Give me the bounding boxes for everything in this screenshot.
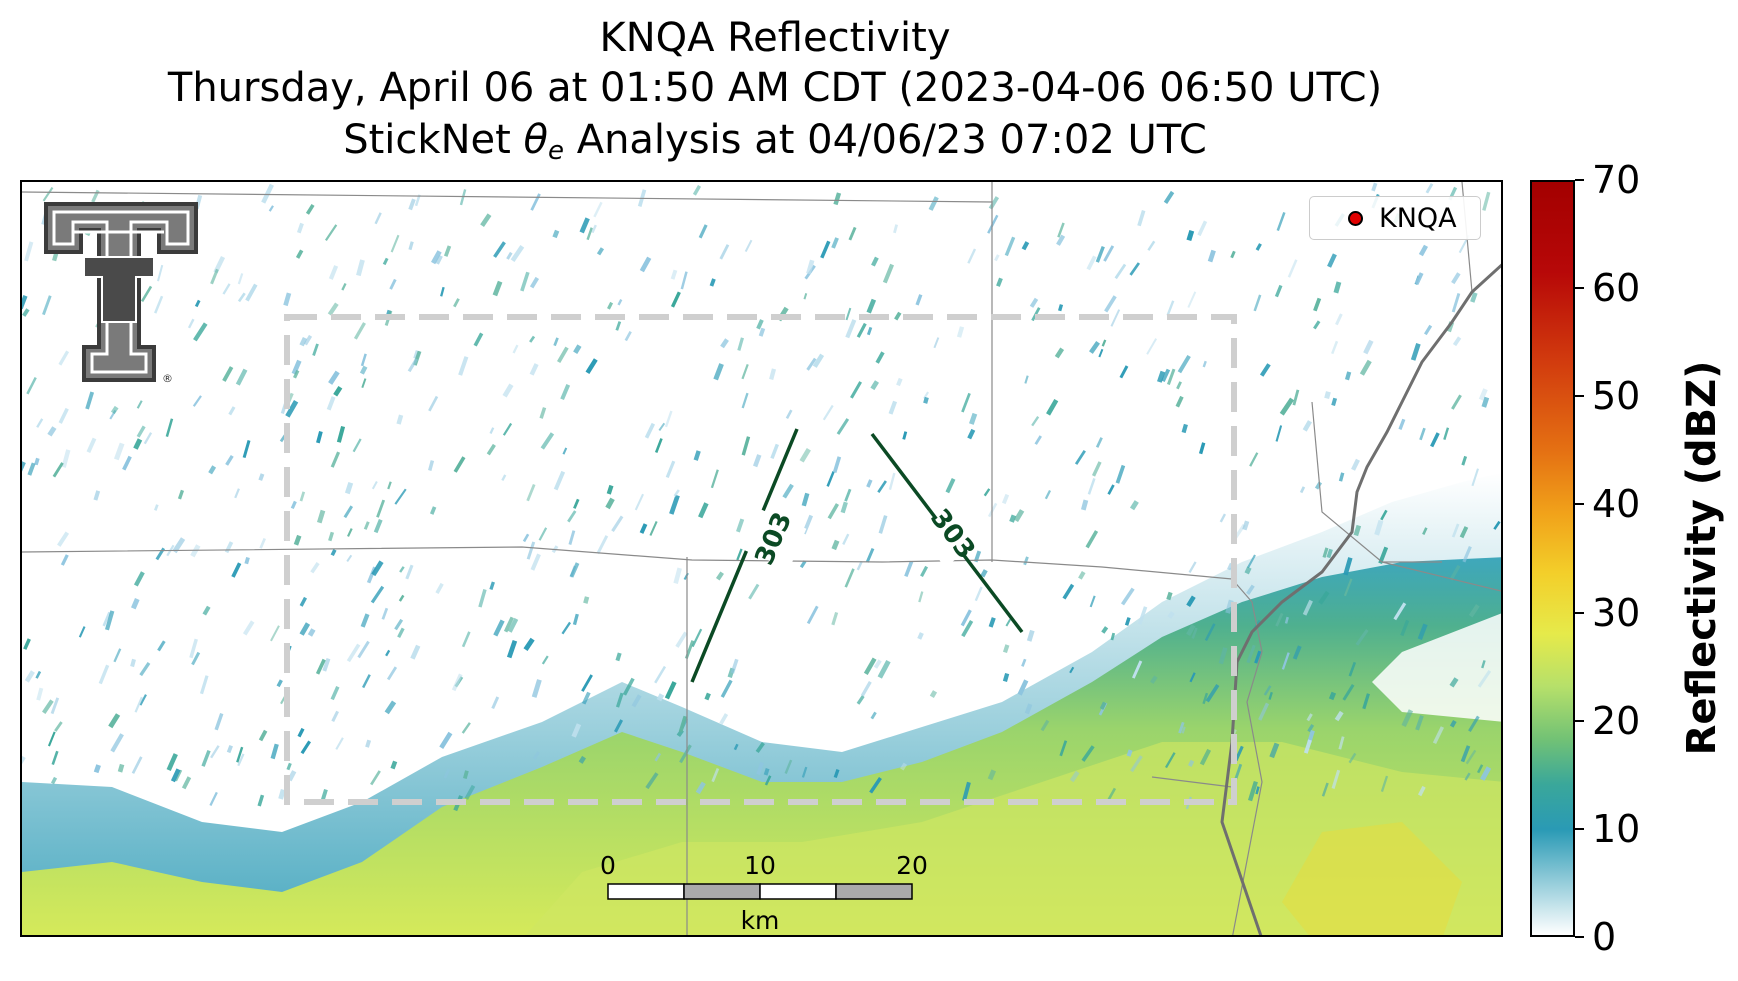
- logo-registered-mark: ®: [162, 372, 173, 385]
- colorbar: [1530, 180, 1575, 937]
- plot-subtitle-analysis: StickNet θe Analysis at 04/06/23 07:02 U…: [0, 118, 1550, 173]
- colorbar-tick: [1575, 827, 1584, 830]
- county-boundaries: [22, 182, 1501, 935]
- map-legend: KNQA: [1309, 196, 1481, 240]
- radar-map[interactable]: 303 303 0 10 20 km ® KNQA: [20, 180, 1503, 937]
- colorbar-tick: [1575, 719, 1584, 722]
- colorbar-tick-label: 40: [1592, 482, 1641, 527]
- colorbar-tick-label: 10: [1592, 806, 1641, 851]
- analysis-prefix: StickNet: [343, 117, 524, 163]
- scale-bar: 0 10 20 km: [600, 851, 928, 935]
- scale-tick-0: 0: [600, 851, 616, 880]
- radar-map-canvas: 303 303 0 10 20 km: [22, 182, 1501, 935]
- analysis-suffix: Analysis at 04/06/23 07:02 UTC: [563, 117, 1207, 163]
- colorbar-tick-label: 50: [1592, 374, 1641, 419]
- plot-subtitle-time: Thursday, April 06 at 01:50 AM CDT (2023…: [167, 65, 1383, 111]
- radar-speckles: [22, 182, 1501, 812]
- theta-symbol: θ: [523, 117, 548, 163]
- colorbar-tick: [1575, 503, 1584, 506]
- colorbar-tick: [1575, 287, 1584, 290]
- theta-e-contour-left: [690, 428, 799, 683]
- colorbar-tick-label: 30: [1592, 590, 1641, 635]
- colorbar-tick: [1575, 611, 1584, 614]
- colorbar-tick: [1575, 936, 1584, 938]
- colorbar-tick: [1575, 179, 1584, 181]
- colorbar-title: Reflectivity (dBZ): [1679, 360, 1725, 756]
- precip-high-core: [1282, 822, 1462, 935]
- analysis-domain-box: [284, 314, 1237, 805]
- theta-subscript: e: [547, 136, 564, 166]
- scale-unit: km: [741, 906, 780, 935]
- texas-tech-double-t-logo: ®: [44, 202, 198, 385]
- scale-tick-20: 20: [896, 851, 928, 880]
- colorbar-tick-label: 70: [1592, 158, 1641, 202]
- scale-tick-10: 10: [744, 851, 776, 880]
- radar-clear-cone: [1372, 613, 1501, 722]
- colorbar-tick: [1575, 395, 1584, 398]
- legend-label-knqa: KNQA: [1379, 202, 1457, 234]
- knqa-marker-icon: [1348, 210, 1363, 226]
- plot-title: KNQA Reflectivity: [599, 15, 951, 61]
- colorbar-tick-label: 60: [1592, 266, 1641, 311]
- colorbar-tick-label: 0: [1592, 915, 1617, 959]
- colorbar-tick-label: 20: [1592, 698, 1641, 743]
